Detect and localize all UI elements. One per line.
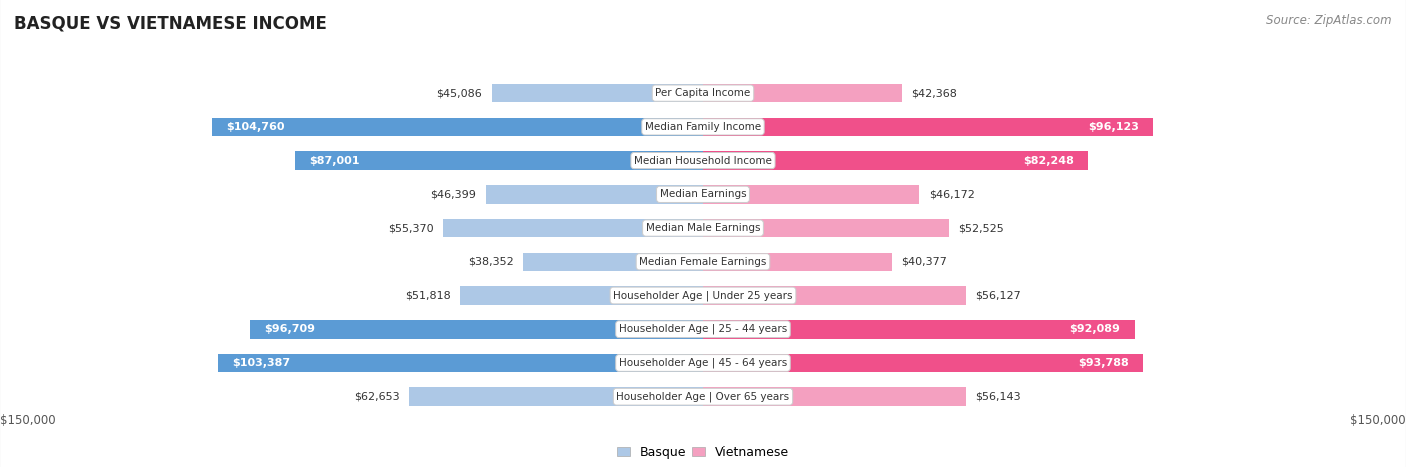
Text: $62,653: $62,653: [354, 392, 399, 402]
Legend: Basque, Vietnamese: Basque, Vietnamese: [614, 443, 792, 461]
Bar: [703, 84, 901, 102]
Text: $55,370: $55,370: [388, 223, 434, 233]
Text: $46,172: $46,172: [929, 189, 974, 199]
Text: Householder Age | 25 - 44 years: Householder Age | 25 - 44 years: [619, 324, 787, 334]
Text: $56,143: $56,143: [976, 392, 1021, 402]
Bar: [250, 320, 703, 339]
Bar: [703, 253, 893, 271]
Bar: [703, 286, 966, 305]
Bar: [212, 118, 703, 136]
Text: Median Household Income: Median Household Income: [634, 156, 772, 166]
Text: Per Capita Income: Per Capita Income: [655, 88, 751, 98]
Text: $45,086: $45,086: [437, 88, 482, 98]
Text: $38,352: $38,352: [468, 257, 513, 267]
Bar: [443, 219, 703, 237]
Text: $42,368: $42,368: [911, 88, 957, 98]
Text: Median Earnings: Median Earnings: [659, 189, 747, 199]
Text: Householder Age | Over 65 years: Householder Age | Over 65 years: [616, 391, 790, 402]
Text: $46,399: $46,399: [430, 189, 477, 199]
Text: $96,123: $96,123: [1088, 122, 1139, 132]
Bar: [703, 320, 1135, 339]
Bar: [703, 388, 966, 406]
Bar: [460, 286, 703, 305]
Bar: [218, 354, 703, 372]
Text: BASQUE VS VIETNAMESE INCOME: BASQUE VS VIETNAMESE INCOME: [14, 14, 328, 32]
Text: $150,000: $150,000: [0, 414, 56, 427]
Text: $150,000: $150,000: [1350, 414, 1406, 427]
Text: $103,387: $103,387: [232, 358, 291, 368]
Bar: [703, 354, 1143, 372]
Text: $93,788: $93,788: [1078, 358, 1129, 368]
Text: $40,377: $40,377: [901, 257, 948, 267]
Bar: [523, 253, 703, 271]
Text: $52,525: $52,525: [959, 223, 1004, 233]
Text: Median Male Earnings: Median Male Earnings: [645, 223, 761, 233]
Bar: [295, 151, 703, 170]
Text: Householder Age | Under 25 years: Householder Age | Under 25 years: [613, 290, 793, 301]
Text: Householder Age | 45 - 64 years: Householder Age | 45 - 64 years: [619, 358, 787, 368]
Bar: [703, 185, 920, 204]
Bar: [485, 185, 703, 204]
Bar: [703, 219, 949, 237]
Bar: [409, 388, 703, 406]
Text: $96,709: $96,709: [264, 324, 315, 334]
Bar: [492, 84, 703, 102]
Text: Median Family Income: Median Family Income: [645, 122, 761, 132]
Text: $104,760: $104,760: [226, 122, 284, 132]
Bar: [703, 118, 1153, 136]
Text: Source: ZipAtlas.com: Source: ZipAtlas.com: [1267, 14, 1392, 27]
Text: $51,818: $51,818: [405, 290, 451, 300]
Bar: [703, 151, 1088, 170]
Text: Median Female Earnings: Median Female Earnings: [640, 257, 766, 267]
Text: $92,089: $92,089: [1070, 324, 1121, 334]
Text: $56,127: $56,127: [976, 290, 1021, 300]
Text: $82,248: $82,248: [1024, 156, 1074, 166]
Text: $87,001: $87,001: [309, 156, 360, 166]
